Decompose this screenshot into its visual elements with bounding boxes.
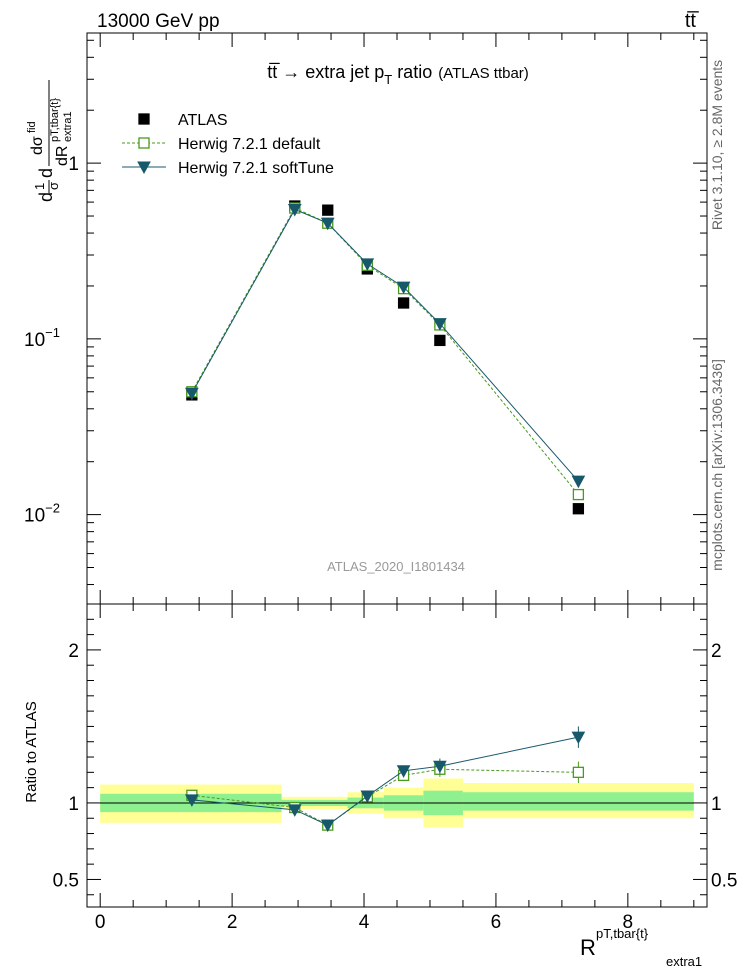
axes-layer: 0 2 4 6 8 1 10−1 10−2 0.5 0.5 1 1 2 2 bbox=[24, 32, 737, 933]
title-main: tt̅ → extra jet p bbox=[267, 62, 384, 82]
main-y-tick-label: 1 bbox=[68, 154, 79, 175]
ratio-y-tick-label-right: 2 bbox=[711, 641, 722, 662]
legend-label-default: Herwig 7.2.1 default bbox=[178, 136, 321, 153]
ratio-point-softtune bbox=[396, 765, 411, 778]
band-inner bbox=[462, 792, 694, 811]
data-point-softtune bbox=[360, 258, 375, 271]
ratio-point-softtune bbox=[287, 804, 302, 817]
x-axis-label-sup: pT,tbar{t} bbox=[596, 926, 649, 941]
data-point-softtune bbox=[433, 318, 447, 331]
data-point-softtune bbox=[287, 203, 302, 217]
data-point-softtune bbox=[396, 281, 411, 295]
series-line-softtune bbox=[191, 208, 579, 482]
energy-label: 13000 GeV pp bbox=[97, 11, 220, 32]
x-tick-label: 0 bbox=[95, 912, 106, 933]
data-point-default bbox=[572, 488, 585, 501]
process-label: tt̅ bbox=[685, 10, 699, 32]
data-point-softtune bbox=[320, 217, 335, 231]
x-axis-label-sub: extra1 bbox=[666, 954, 702, 969]
legend-marker-softtune bbox=[137, 161, 151, 175]
title-tail: ratio bbox=[392, 62, 432, 82]
ratio-point-softtune bbox=[433, 760, 447, 774]
mcplots-label: mcplots.cern.ch [arXiv:1306.3436] bbox=[709, 359, 725, 571]
ratio-y-tick-label: 1 bbox=[68, 794, 79, 815]
x-tick-label: 6 bbox=[491, 912, 502, 933]
legend-marker-atlas bbox=[138, 113, 150, 125]
series-line-default bbox=[191, 207, 579, 495]
svg-text:dR: dR bbox=[54, 146, 71, 166]
x-axis-label-main: R bbox=[580, 935, 596, 960]
svg-text:σ: σ bbox=[46, 182, 61, 190]
data-point-atlas bbox=[434, 334, 446, 347]
ratio-panel-frame bbox=[86, 603, 708, 908]
ratio-y-tick-label-right: 1 bbox=[711, 794, 722, 815]
ratio-y-axis-label: Ratio to ATLAS bbox=[23, 701, 40, 802]
svg-text:d: d bbox=[36, 168, 56, 178]
data-point-atlas bbox=[322, 204, 334, 216]
title-sub: T bbox=[384, 72, 392, 87]
rivet-label: Rivet 3.1.10, ≥ 2.8M events bbox=[709, 60, 725, 230]
svg-text:extra1: extra1 bbox=[62, 111, 74, 142]
ratio-point-softtune bbox=[571, 731, 586, 745]
ratio-series-layer bbox=[185, 726, 586, 833]
ratio-point-softtune bbox=[360, 790, 375, 804]
legend-marker-default bbox=[138, 137, 150, 149]
legend: ATLAS Herwig 7.2.1 default Herwig 7.2.1 so… bbox=[122, 112, 334, 177]
main-series-layer bbox=[185, 200, 586, 515]
x-tick-label: 8 bbox=[623, 912, 634, 933]
data-point-atlas bbox=[572, 503, 585, 515]
svg-text:1: 1 bbox=[32, 183, 47, 190]
ratio-point-softtune bbox=[185, 794, 199, 807]
ratio-y-tick-label: 0.5 bbox=[53, 870, 79, 891]
x-axis-label: R pT,tbar{t} extra1 bbox=[580, 926, 702, 969]
title-small: (ATLAS ttbar) bbox=[438, 65, 529, 82]
ratio-uncertainty-bands bbox=[100, 778, 694, 828]
data-point-softtune bbox=[185, 387, 199, 401]
svg-text:dσ: dσ bbox=[29, 136, 46, 155]
svg-text:fid: fid bbox=[26, 121, 38, 133]
main-y-tick-label: 10−1 bbox=[24, 325, 60, 351]
ratio-y-tick-label-right: 0.5 bbox=[711, 870, 737, 891]
svg-text:pT,tbar{t}: pT,tbar{t} bbox=[49, 98, 61, 142]
plot-title: tt̅ → extra jet pT ratio (ATLAS ttbar) bbox=[267, 62, 529, 87]
main-y-tick-label: 10−2 bbox=[24, 501, 60, 527]
data-point-atlas bbox=[397, 297, 410, 309]
analysis-watermark: ATLAS_2020_I1801434 bbox=[327, 559, 465, 574]
x-tick-label: 4 bbox=[359, 912, 370, 933]
x-tick-label: 2 bbox=[227, 912, 238, 933]
ratio-y-tick-label: 2 bbox=[68, 641, 79, 662]
ratio-point-default bbox=[572, 766, 585, 778]
data-point-softtune bbox=[571, 475, 586, 489]
main-y-axis-label: d 1 σ d dσ fid dR pT,tbar{t} extra1 bbox=[26, 80, 74, 202]
legend-label-softtune: Herwig 7.2.1 softTune bbox=[178, 160, 334, 177]
ratio-point-softtune bbox=[320, 819, 335, 833]
svg-text:d: d bbox=[36, 192, 56, 202]
legend-label-data: ATLAS bbox=[178, 112, 228, 129]
